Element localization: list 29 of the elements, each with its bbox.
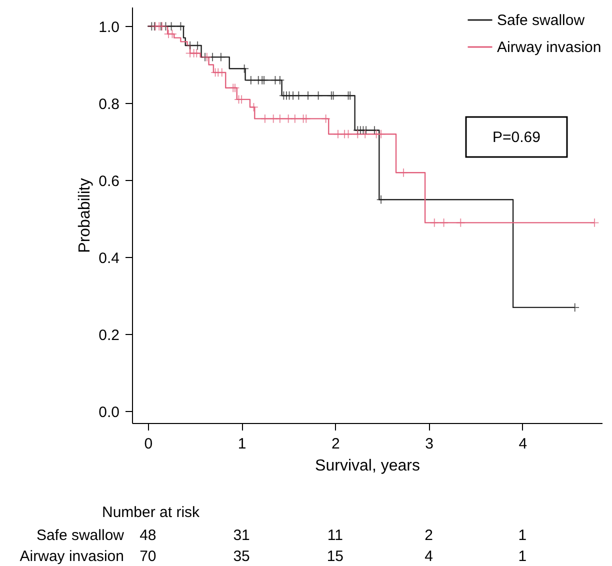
x-axis-title: Survival, years <box>315 458 420 474</box>
text: 4 <box>424 548 433 565</box>
annotation: P=0.69 <box>492 129 540 146</box>
x-tick-label: 1 <box>238 436 246 452</box>
x-tick-label: 2 <box>331 436 340 452</box>
x-tick-label: 3 <box>425 436 434 452</box>
text: 2 <box>424 527 433 544</box>
text: 11 <box>327 527 343 544</box>
y-axis-title: Probability <box>76 178 94 253</box>
legend-label: Airway invasion <box>497 39 602 56</box>
x-tick-label: 4 <box>518 436 528 452</box>
text: 1 <box>518 527 527 544</box>
text: Number at risk <box>102 504 200 521</box>
text: Safe swallow <box>36 527 124 544</box>
y-tick-label: 0.4 <box>98 250 120 267</box>
y-tick-label: 0.8 <box>98 96 120 113</box>
x-tick-label: 0 <box>144 436 153 452</box>
text: 15 <box>326 548 344 565</box>
text: Airway invasion <box>20 548 124 565</box>
text: 31 <box>233 527 250 544</box>
y-tick-label: 0.2 <box>98 326 120 344</box>
text: 48 <box>140 527 156 544</box>
legend-label: Safe swallow <box>497 12 585 29</box>
y-tick-label: 1.0 <box>98 18 120 36</box>
text: 70 <box>140 548 156 565</box>
y-tick-label: 0.6 <box>98 172 120 190</box>
text: 35 <box>233 548 250 565</box>
y-tick-label: 0.0 <box>98 404 120 421</box>
text: 1 <box>518 548 527 565</box>
